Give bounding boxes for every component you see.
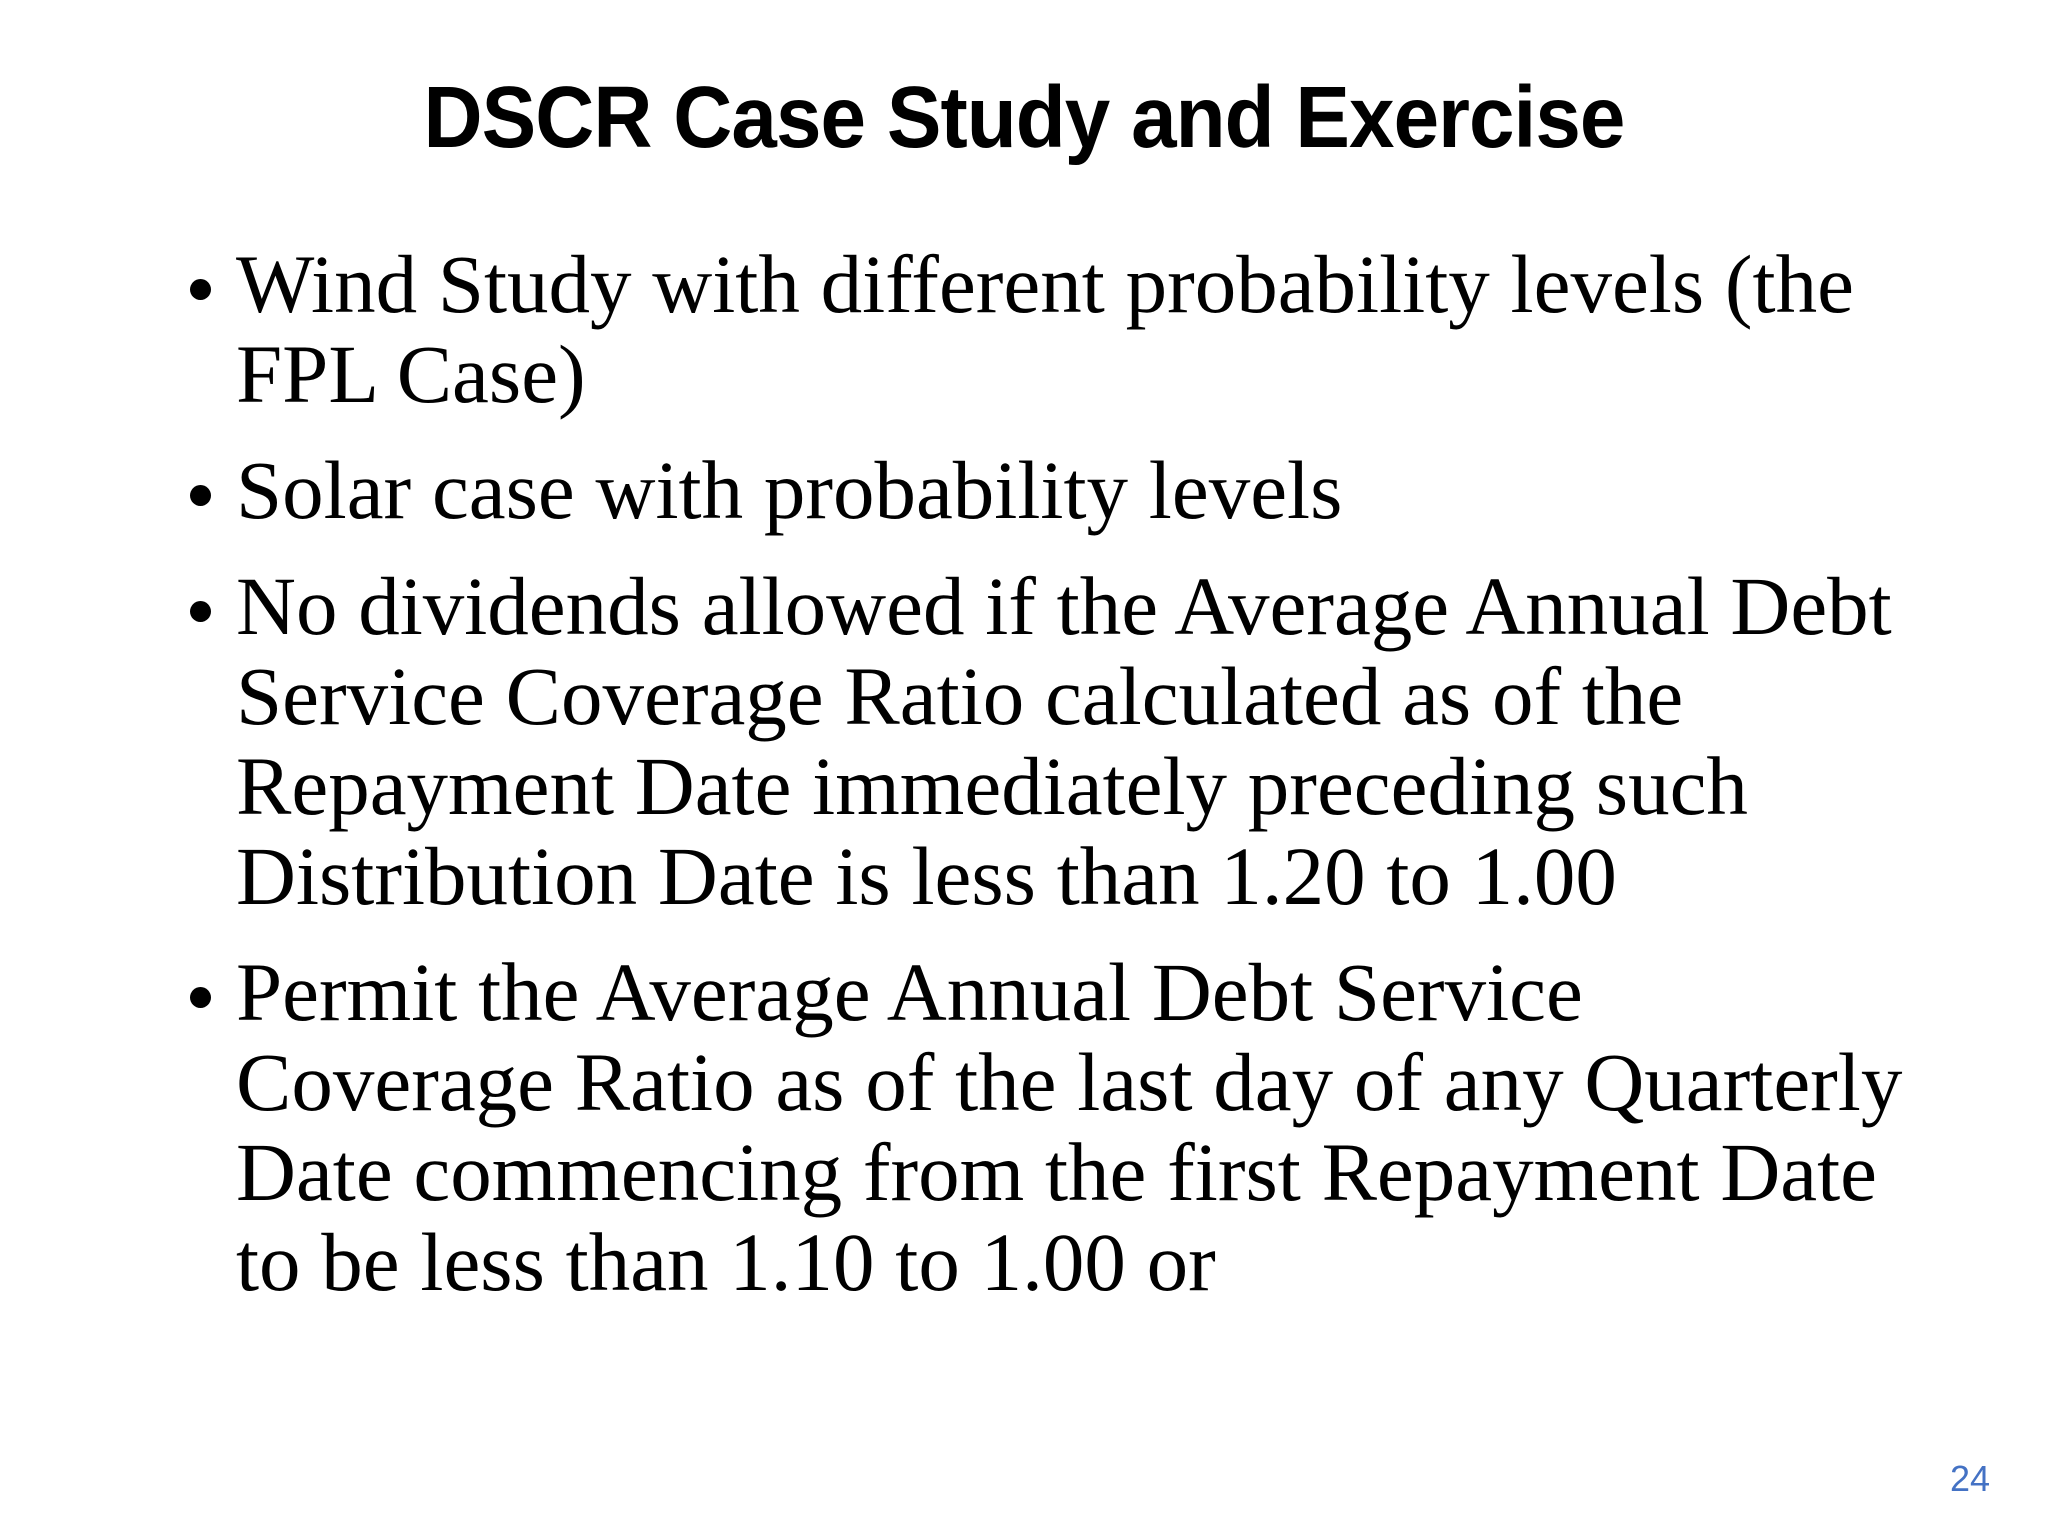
bullet-line: Distribution Date is less than 1.20 to 1… [236, 830, 1617, 922]
bullet-line: Coverage Ratio as of the last day of any… [236, 1036, 1903, 1128]
bullet-text: Solar case with probability levels [236, 445, 1988, 535]
bullet-line: to be less than 1.10 to 1.00 or [236, 1216, 1216, 1308]
bullet-line: Repayment Date immediately preceding suc… [236, 740, 1748, 832]
bullet-marker [190, 445, 236, 506]
bullet-text: Wind Study with different probability le… [236, 239, 1988, 419]
bullet-line: Date commencing from the first Repayment… [236, 1126, 1877, 1218]
bullet-item: Permit the Average Annual Debt Service Co… [190, 947, 1988, 1307]
bullet-line: FPL Case) [236, 328, 586, 420]
bullet-marker [190, 561, 236, 622]
bullet-text: No dividends allowed if the Average Annu… [236, 561, 1988, 921]
bullet-item: Solar case with probability levels [190, 445, 1988, 535]
slide-title: DSCR Case Study and Exercise [423, 69, 1626, 166]
bullet-marker [190, 239, 236, 300]
bullet-list: Wind Study with different probability le… [190, 239, 1988, 1307]
bullet-item: No dividends allowed if the Average Annu… [190, 561, 1988, 921]
bullet-dot-icon [190, 279, 211, 300]
bullet-line: Permit the Average Annual Debt Service [236, 946, 1583, 1038]
bullet-line: Wind Study with different probability le… [236, 238, 1854, 330]
bullet-dot-icon [190, 987, 211, 1008]
bullet-line: No dividends allowed if the Average Annu… [236, 560, 1892, 652]
bullet-line: Solar case with probability levels [236, 444, 1343, 536]
bullet-marker [190, 947, 236, 1008]
bullet-dot-icon [190, 485, 211, 506]
bullet-dot-icon [190, 601, 211, 622]
page-number: 24 [1949, 1458, 1990, 1499]
bullet-item: Wind Study with different probability le… [190, 239, 1988, 419]
bullet-text: Permit the Average Annual Debt Service Co… [236, 947, 1988, 1307]
bullet-line: Service Coverage Ratio calculated as of … [236, 650, 1684, 742]
